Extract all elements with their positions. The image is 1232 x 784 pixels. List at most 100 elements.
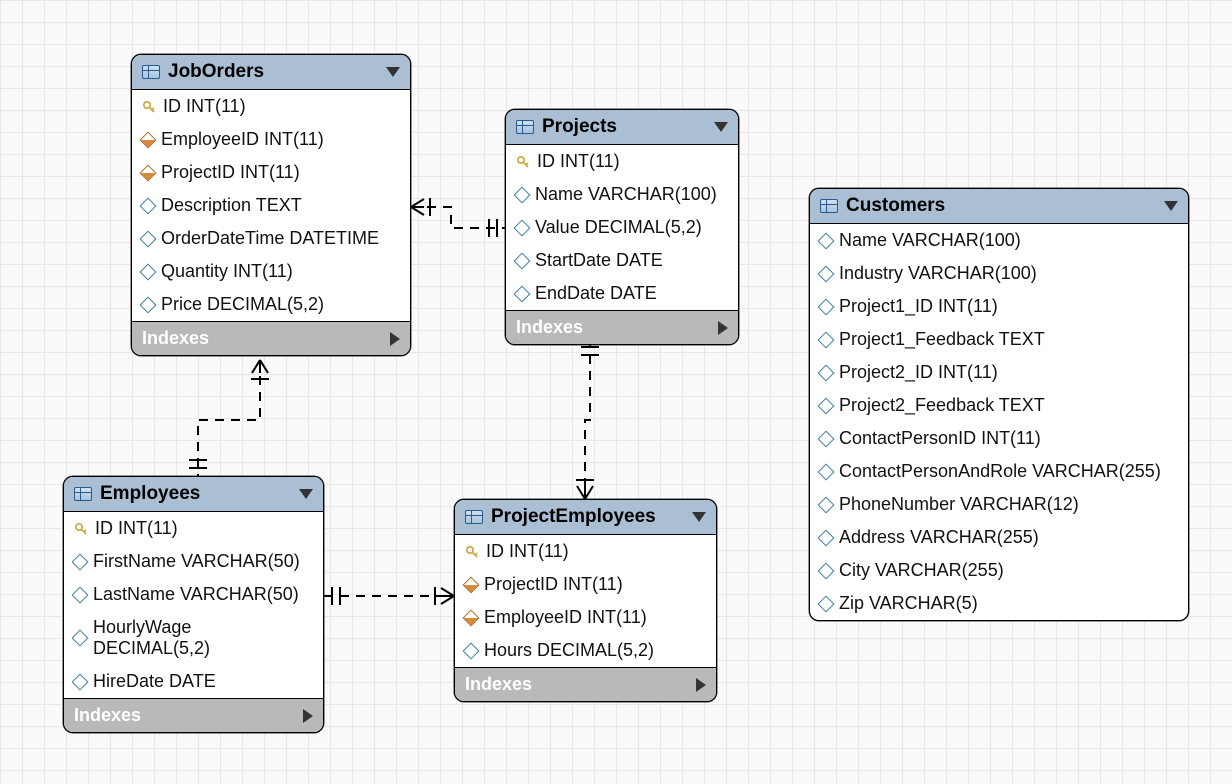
column-label: LastName VARCHAR(50) — [93, 584, 299, 605]
entity-title: Projects — [542, 116, 706, 138]
column-row[interactable]: Description TEXT — [132, 189, 410, 222]
entity-employees[interactable]: EmployeesID INT(11) FirstName VARCHAR(50)… — [63, 476, 324, 733]
indexes-row[interactable]: Indexes — [455, 667, 716, 701]
column-row[interactable]: Zip VARCHAR(5) — [810, 587, 1188, 620]
column-icon — [818, 430, 835, 447]
column-label: Hours DECIMAL(5,2) — [484, 640, 654, 661]
collapse-icon[interactable] — [1164, 201, 1178, 211]
entity-projects[interactable]: Projects ID INT(11) Name VARCHAR(100) Value… — [505, 109, 739, 345]
column-label: EmployeeID INT(11) — [161, 129, 324, 150]
expand-icon[interactable] — [696, 678, 706, 692]
column-label: ID INT(11) — [537, 151, 620, 172]
table-icon — [820, 199, 838, 213]
collapse-icon[interactable] — [692, 512, 706, 522]
foreign-key-icon — [463, 609, 480, 626]
column-row[interactable]: ContactPersonAndRole VARCHAR(255) — [810, 455, 1188, 488]
entity-header[interactable]: ProjectEmployees — [455, 500, 716, 535]
column-icon — [514, 219, 531, 236]
entity-joborders[interactable]: JobOrders ID INT(11) EmployeeID INT(11) Pro… — [131, 54, 411, 356]
column-icon — [72, 553, 89, 570]
indexes-label: Indexes — [142, 328, 209, 349]
foreign-key-icon — [140, 131, 157, 148]
entity-projectemployees[interactable]: ProjectEmployeesID INT(11) ProjectID INT(… — [454, 499, 717, 702]
column-row[interactable]: ID INT(11) — [64, 512, 323, 545]
column-row[interactable]: LastName VARCHAR(50) — [64, 578, 323, 611]
column-label: Name VARCHAR(100) — [535, 184, 717, 205]
column-label: StartDate DATE — [535, 250, 663, 271]
column-label: ID INT(11) — [163, 96, 246, 117]
column-row[interactable]: EndDate DATE — [506, 277, 738, 310]
column-row[interactable]: FirstName VARCHAR(50) — [64, 545, 323, 578]
entity-header[interactable]: Customers — [810, 189, 1188, 224]
indexes-label: Indexes — [516, 317, 583, 338]
collapse-icon[interactable] — [299, 489, 313, 499]
column-icon — [514, 285, 531, 302]
column-label: OrderDateTime DATETIME — [161, 228, 379, 249]
column-icon — [72, 630, 89, 647]
column-icon — [140, 230, 157, 247]
column-row[interactable]: Quantity INT(11) — [132, 255, 410, 288]
column-row[interactable]: ID INT(11) — [506, 145, 738, 178]
column-row[interactable]: Project2_Feedback TEXT — [810, 389, 1188, 422]
column-row[interactable]: Project2_ID INT(11) — [810, 356, 1188, 389]
column-row[interactable]: HireDate DATE — [64, 665, 323, 698]
column-row[interactable]: ProjectID INT(11) — [132, 156, 410, 189]
column-row[interactable]: Address VARCHAR(255) — [810, 521, 1188, 554]
column-row[interactable]: PhoneNumber VARCHAR(12) — [810, 488, 1188, 521]
column-label: HireDate DATE — [93, 671, 216, 692]
table-icon — [74, 487, 92, 501]
column-row[interactable]: ID INT(11) — [455, 535, 716, 568]
column-icon — [818, 265, 835, 282]
column-icon — [72, 673, 89, 690]
column-row[interactable]: ID INT(11) — [132, 90, 410, 123]
table-icon — [465, 510, 483, 524]
column-label: Quantity INT(11) — [161, 261, 293, 282]
column-row[interactable]: EmployeeID INT(11) — [455, 601, 716, 634]
collapse-icon[interactable] — [714, 122, 728, 132]
column-row[interactable]: Name VARCHAR(100) — [506, 178, 738, 211]
column-row[interactable]: Industry VARCHAR(100) — [810, 257, 1188, 290]
column-icon — [514, 252, 531, 269]
primary-key-icon — [465, 545, 479, 559]
entity-header[interactable]: Projects — [506, 110, 738, 145]
entity-header[interactable]: Employees — [64, 477, 323, 512]
column-icon — [140, 296, 157, 313]
expand-icon[interactable] — [390, 332, 400, 346]
column-icon — [818, 595, 835, 612]
indexes-row[interactable]: Indexes — [506, 310, 738, 344]
column-label: Zip VARCHAR(5) — [839, 593, 978, 614]
table-icon — [142, 65, 160, 79]
column-row[interactable]: ContactPersonID INT(11) — [810, 422, 1188, 455]
column-row[interactable]: Hours DECIMAL(5,2) — [455, 634, 716, 667]
column-row[interactable]: City VARCHAR(255) — [810, 554, 1188, 587]
primary-key-icon — [142, 100, 156, 114]
column-label: ProjectID INT(11) — [484, 574, 623, 595]
column-row[interactable]: Project1_Feedback TEXT — [810, 323, 1188, 356]
indexes-row[interactable]: Indexes — [132, 321, 410, 355]
column-label: ProjectID INT(11) — [161, 162, 300, 183]
column-label: PhoneNumber VARCHAR(12) — [839, 494, 1079, 515]
column-icon — [514, 186, 531, 203]
column-icon — [818, 364, 835, 381]
column-label: FirstName VARCHAR(50) — [93, 551, 300, 572]
column-row[interactable]: StartDate DATE — [506, 244, 738, 277]
column-row[interactable]: ProjectID INT(11) — [455, 568, 716, 601]
column-row[interactable]: EmployeeID INT(11) — [132, 123, 410, 156]
primary-key-icon — [74, 522, 88, 536]
column-row[interactable]: HourlyWage DECIMAL(5,2) — [64, 611, 323, 665]
column-row[interactable]: Name VARCHAR(100) — [810, 224, 1188, 257]
column-icon — [818, 331, 835, 348]
indexes-row[interactable]: Indexes — [64, 698, 323, 732]
collapse-icon[interactable] — [386, 67, 400, 77]
column-row[interactable]: OrderDateTime DATETIME — [132, 222, 410, 255]
entity-header[interactable]: JobOrders — [132, 55, 410, 90]
column-row[interactable]: Project1_ID INT(11) — [810, 290, 1188, 323]
column-row[interactable]: Value DECIMAL(5,2) — [506, 211, 738, 244]
entity-title: Customers — [846, 195, 1156, 217]
expand-icon[interactable] — [718, 321, 728, 335]
indexes-label: Indexes — [465, 674, 532, 695]
column-row[interactable]: Price DECIMAL(5,2) — [132, 288, 410, 321]
entity-customers[interactable]: Customers Name VARCHAR(100)Industry VARCH… — [809, 188, 1189, 621]
expand-icon[interactable] — [303, 709, 313, 723]
column-icon — [818, 496, 835, 513]
